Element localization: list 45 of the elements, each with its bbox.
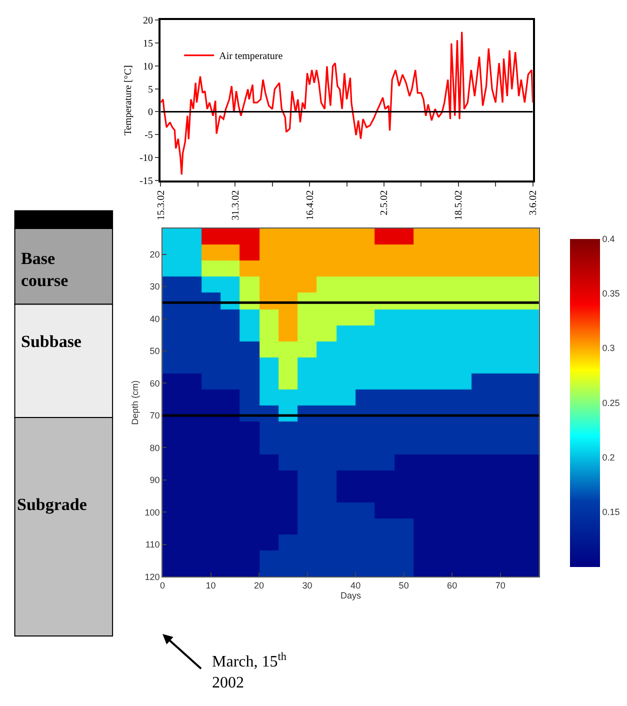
text: Subgrade <box>17 495 88 514</box>
y-tick-label: 70 <box>150 410 160 421</box>
y-tick-label: 40 <box>150 314 160 324</box>
color-bar-label: 0.15 <box>602 507 620 518</box>
y-tick-label: 90 <box>150 475 160 486</box>
x-tick-label: 18.5.02 <box>454 190 465 220</box>
x-tick-label: 3.6.02 <box>528 190 540 216</box>
y-tick-label: 20 <box>142 15 153 26</box>
text: March, 15$^{th}$ 2002 <box>212 651 286 692</box>
y-tick-label: -10 <box>140 153 153 164</box>
y-tick-label: 60 <box>150 378 160 388</box>
y-tick-label: 100 <box>144 507 160 518</box>
y-tick-label: -5 <box>144 130 153 142</box>
x-tick-label: 2.5.02 <box>379 190 390 216</box>
y-tick-label: 0 <box>148 107 153 118</box>
color-bar-label: 0.4 <box>602 234 615 244</box>
x-tick-label: 10 <box>206 580 216 590</box>
color-bar-label: 0.25 <box>602 398 620 408</box>
y-tick-label: 20 <box>150 249 160 260</box>
y-tick-label: 30 <box>150 282 160 292</box>
x-tick-label: 15.3.02 <box>156 190 167 220</box>
y-axis-title: Temperature [°C] <box>123 65 134 136</box>
color-bar-label: 0.35 <box>602 288 620 298</box>
y-tick-label: 50 <box>150 346 160 356</box>
color-bar-label: 0.2 <box>602 452 615 462</box>
y-tick-label: 15 <box>142 38 153 50</box>
y-tick-label: 10 <box>142 61 153 72</box>
x-tick-label: 20 <box>254 580 264 590</box>
y-tick-label: 5 <box>148 84 153 96</box>
x-tick-label: 60 <box>447 580 458 590</box>
y-tick-label: -15 <box>140 176 153 188</box>
y-tick-label: 120 <box>144 572 160 582</box>
legend-label: Air temperature <box>219 51 284 62</box>
x-tick-label: 50 <box>398 580 409 590</box>
y-tick-label: 80 <box>150 442 160 453</box>
x-tick-label: 31.3.02 <box>230 190 242 220</box>
x-tick-label: 40 <box>350 580 361 590</box>
color-bar-label: 0.3 <box>602 343 615 354</box>
x-tick-label: 30 <box>302 580 312 590</box>
x-axis-title: Days <box>340 590 362 600</box>
y-axis-title: Depth (cm) <box>130 380 140 425</box>
x-tick-label: 16.4.02 <box>304 190 316 220</box>
x-tick-label: 70 <box>495 580 506 590</box>
line-series <box>160 31 533 176</box>
y-tick-label: 110 <box>145 540 160 550</box>
